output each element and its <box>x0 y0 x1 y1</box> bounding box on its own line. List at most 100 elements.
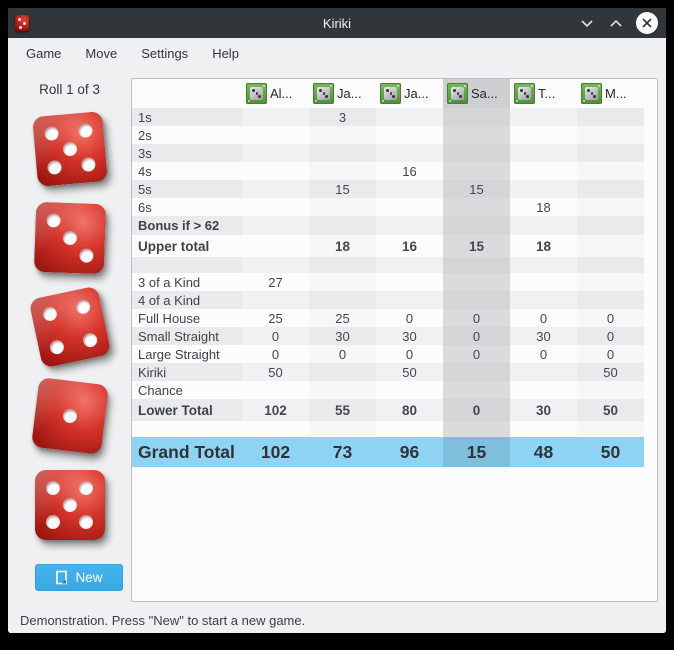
score-cell[interactable]: 25 <box>309 309 376 327</box>
close-icon[interactable] <box>636 12 658 34</box>
score-cell[interactable] <box>577 216 644 235</box>
maximize-icon[interactable] <box>607 14 625 32</box>
die-4[interactable] <box>30 376 109 456</box>
score-cell[interactable]: 30 <box>376 327 443 345</box>
score-cell[interactable] <box>309 273 376 291</box>
score-cell[interactable] <box>376 144 443 162</box>
score-cell[interactable] <box>443 162 510 180</box>
score-cell[interactable] <box>443 273 510 291</box>
new-game-button[interactable]: New <box>35 564 123 591</box>
score-cell[interactable] <box>443 216 510 235</box>
score-cell[interactable] <box>376 291 443 309</box>
score-cell[interactable] <box>309 144 376 162</box>
score-cell[interactable]: 50 <box>577 363 644 381</box>
score-cell[interactable] <box>577 108 644 126</box>
titlebar[interactable]: Kiriki <box>8 8 666 38</box>
score-cell[interactable] <box>577 180 644 198</box>
score-cell[interactable] <box>309 363 376 381</box>
score-cell[interactable] <box>376 381 443 399</box>
score-cell[interactable]: 0 <box>510 309 577 327</box>
score-cell[interactable] <box>309 198 376 216</box>
die-1[interactable] <box>31 111 108 187</box>
menu-move[interactable]: Move <box>85 45 118 61</box>
score-cell[interactable] <box>510 108 577 126</box>
score-cell[interactable] <box>510 144 577 162</box>
score-cell[interactable] <box>443 126 510 144</box>
score-cell[interactable]: 0 <box>443 327 510 345</box>
score-cell[interactable]: 0 <box>577 345 644 363</box>
score-cell[interactable] <box>577 144 644 162</box>
score-cell[interactable] <box>510 180 577 198</box>
score-cell[interactable]: 18 <box>510 198 577 216</box>
die-pip <box>81 331 98 349</box>
score-cell[interactable] <box>376 108 443 126</box>
score-cell[interactable] <box>510 216 577 235</box>
score-cell[interactable]: 50 <box>242 363 309 381</box>
score-cell[interactable] <box>242 381 309 399</box>
score-cell[interactable] <box>577 162 644 180</box>
score-cell[interactable] <box>443 198 510 216</box>
score-cell[interactable] <box>242 126 309 144</box>
minimize-icon[interactable] <box>578 14 596 32</box>
score-cell[interactable] <box>510 126 577 144</box>
score-cell[interactable] <box>242 162 309 180</box>
score-cell[interactable] <box>242 216 309 235</box>
score-cell[interactable] <box>309 291 376 309</box>
score-cell[interactable] <box>242 291 309 309</box>
score-cell[interactable]: 0 <box>242 327 309 345</box>
score-cell[interactable]: 30 <box>309 327 376 345</box>
score-cell[interactable]: 15 <box>309 180 376 198</box>
score-cell[interactable]: 0 <box>309 345 376 363</box>
score-cell[interactable] <box>510 273 577 291</box>
score-cell[interactable] <box>376 198 443 216</box>
row-label: 5s <box>132 180 242 198</box>
score-cell[interactable] <box>443 108 510 126</box>
score-cell[interactable] <box>510 162 577 180</box>
score-cell[interactable]: 27 <box>242 273 309 291</box>
score-cell[interactable] <box>309 381 376 399</box>
score-cell[interactable] <box>242 180 309 198</box>
die-3[interactable] <box>27 285 112 369</box>
score-cell[interactable] <box>510 363 577 381</box>
score-cell[interactable]: 30 <box>510 327 577 345</box>
score-cell[interactable] <box>309 216 376 235</box>
die-5[interactable] <box>34 470 105 540</box>
score-cell[interactable] <box>443 144 510 162</box>
score-cell[interactable] <box>376 216 443 235</box>
score-cell[interactable] <box>577 198 644 216</box>
score-cell[interactable]: 0 <box>376 309 443 327</box>
score-cell[interactable] <box>376 180 443 198</box>
score-cell[interactable]: 0 <box>577 309 644 327</box>
score-cell[interactable] <box>577 381 644 399</box>
score-cell[interactable]: 25 <box>242 309 309 327</box>
score-cell[interactable]: 0 <box>242 345 309 363</box>
score-cell[interactable]: 0 <box>443 345 510 363</box>
score-cell[interactable] <box>309 126 376 144</box>
score-cell[interactable] <box>443 381 510 399</box>
score-cell[interactable] <box>510 291 577 309</box>
score-cell[interactable]: 50 <box>376 363 443 381</box>
menu-help[interactable]: Help <box>212 45 239 61</box>
score-cell[interactable]: 15 <box>443 180 510 198</box>
menu-game[interactable]: Game <box>26 45 62 61</box>
die-2[interactable] <box>33 201 106 275</box>
score-cell[interactable]: 0 <box>376 345 443 363</box>
score-cell[interactable]: 0 <box>443 309 510 327</box>
score-cell[interactable] <box>242 144 309 162</box>
score-cell[interactable] <box>443 291 510 309</box>
score-cell[interactable] <box>309 162 376 180</box>
score-cell[interactable]: 3 <box>309 108 376 126</box>
score-cell[interactable] <box>510 381 577 399</box>
score-cell[interactable] <box>577 126 644 144</box>
score-cell[interactable] <box>577 291 644 309</box>
score-cell[interactable] <box>443 363 510 381</box>
score-cell[interactable] <box>242 108 309 126</box>
score-cell[interactable] <box>376 126 443 144</box>
score-cell[interactable] <box>577 273 644 291</box>
score-cell[interactable]: 0 <box>577 327 644 345</box>
score-cell[interactable] <box>242 198 309 216</box>
menu-settings[interactable]: Settings <box>141 45 189 61</box>
score-cell[interactable] <box>376 273 443 291</box>
score-cell[interactable]: 0 <box>510 345 577 363</box>
score-cell[interactable]: 16 <box>376 162 443 180</box>
